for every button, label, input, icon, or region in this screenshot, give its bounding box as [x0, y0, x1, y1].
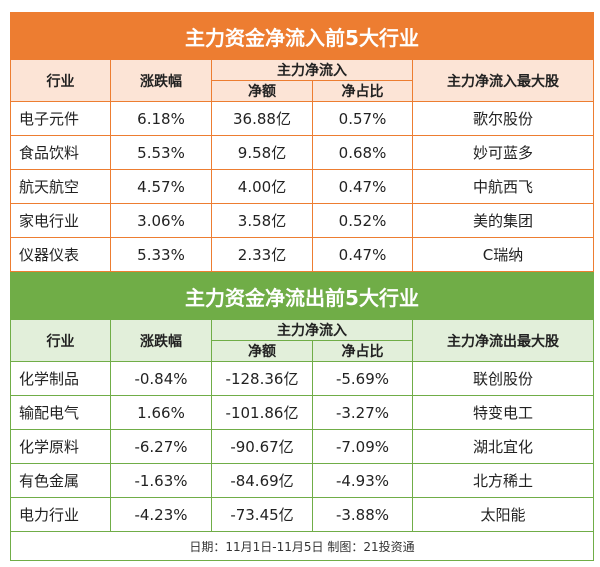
industry-cell: 有色金属: [10, 463, 111, 498]
amount-cell: -101.86亿: [211, 395, 313, 430]
change-cell: -6.27%: [110, 429, 212, 464]
header-industry: 行业: [10, 319, 111, 362]
change-cell: -0.84%: [110, 361, 212, 396]
header-industry: 行业: [10, 59, 111, 102]
header-ratio: 净占比: [312, 80, 413, 102]
inflow-table: 主力资金净流入前5大行业 行业 涨跌幅 主力净流入 主力净流入最大股 净额 净占…: [10, 12, 594, 272]
change-cell: 5.53%: [110, 135, 212, 170]
industry-cell: 家电行业: [10, 203, 111, 238]
outflow-title: 主力资金净流出前5大行业: [10, 272, 594, 320]
industry-cell: 电力行业: [10, 497, 111, 532]
header-group: 主力净流入: [211, 59, 413, 81]
table-row: 仪器仪表 5.33% 2.33亿 0.47% C瑞纳: [10, 237, 594, 272]
header-group: 主力净流入: [211, 319, 413, 341]
table-row: 电力行业 -4.23% -73.45亿 -3.88% 太阳能: [10, 497, 594, 532]
amount-cell: -90.67亿: [211, 429, 313, 464]
ratio-cell: -4.93%: [312, 463, 413, 498]
amount-cell: 36.88亿: [211, 101, 313, 136]
inflow-title: 主力资金净流入前5大行业: [10, 12, 594, 60]
industry-cell: 食品饮料: [10, 135, 111, 170]
amount-cell: -84.69亿: [211, 463, 313, 498]
header-amount: 净额: [211, 340, 313, 362]
ratio-cell: 0.52%: [312, 203, 413, 238]
ratio-cell: 0.47%: [312, 169, 413, 204]
top-stock-cell: 中航西飞: [412, 169, 594, 204]
amount-cell: 4.00亿: [211, 169, 313, 204]
change-cell: 4.57%: [110, 169, 212, 204]
footer-note: 日期：11月1日-11月5日 制图：21投资通: [10, 531, 594, 561]
header-top-stock: 主力净流出最大股: [412, 319, 594, 362]
top-stock-cell: 北方稀土: [412, 463, 594, 498]
table-row: 有色金属 -1.63% -84.69亿 -4.93% 北方稀土: [10, 463, 594, 498]
header-top-stock: 主力净流入最大股: [412, 59, 594, 102]
change-cell: 3.06%: [110, 203, 212, 238]
header-change: 涨跌幅: [110, 59, 212, 102]
top-stock-cell: 太阳能: [412, 497, 594, 532]
amount-cell: 2.33亿: [211, 237, 313, 272]
change-cell: 6.18%: [110, 101, 212, 136]
top-stock-cell: 联创股份: [412, 361, 594, 396]
change-cell: -1.63%: [110, 463, 212, 498]
top-stock-cell: 美的集团: [412, 203, 594, 238]
industry-cell: 仪器仪表: [10, 237, 111, 272]
table-row: 食品饮料 5.53% 9.58亿 0.68% 妙可蓝多: [10, 135, 594, 170]
table-row: 化学原料 -6.27% -90.67亿 -7.09% 湖北宜化: [10, 429, 594, 464]
top-stock-cell: 歌尔股份: [412, 101, 594, 136]
header-change: 涨跌幅: [110, 319, 212, 362]
table-row: 化学制品 -0.84% -128.36亿 -5.69% 联创股份: [10, 361, 594, 396]
header-amount: 净额: [211, 80, 313, 102]
fund-flow-tables: 主力资金净流入前5大行业 行业 涨跌幅 主力净流入 主力净流入最大股 净额 净占…: [10, 12, 594, 561]
ratio-cell: 0.68%: [312, 135, 413, 170]
ratio-cell: -7.09%: [312, 429, 413, 464]
industry-cell: 航天航空: [10, 169, 111, 204]
table-row: 航天航空 4.57% 4.00亿 0.47% 中航西飞: [10, 169, 594, 204]
top-stock-cell: 湖北宜化: [412, 429, 594, 464]
amount-cell: 3.58亿: [211, 203, 313, 238]
table-row: 电子元件 6.18% 36.88亿 0.57% 歌尔股份: [10, 101, 594, 136]
change-cell: 1.66%: [110, 395, 212, 430]
industry-cell: 化学原料: [10, 429, 111, 464]
ratio-cell: 0.57%: [312, 101, 413, 136]
table-row: 家电行业 3.06% 3.58亿 0.52% 美的集团: [10, 203, 594, 238]
outflow-table: 主力资金净流出前5大行业 行业 涨跌幅 主力净流入 主力净流出最大股 净额 净占…: [10, 272, 594, 561]
industry-cell: 输配电气: [10, 395, 111, 430]
change-cell: 5.33%: [110, 237, 212, 272]
top-stock-cell: 妙可蓝多: [412, 135, 594, 170]
industry-cell: 化学制品: [10, 361, 111, 396]
ratio-cell: -3.88%: [312, 497, 413, 532]
ratio-cell: -5.69%: [312, 361, 413, 396]
header-ratio: 净占比: [312, 340, 413, 362]
table-row: 输配电气 1.66% -101.86亿 -3.27% 特变电工: [10, 395, 594, 430]
top-stock-cell: 特变电工: [412, 395, 594, 430]
amount-cell: 9.58亿: [211, 135, 313, 170]
ratio-cell: -3.27%: [312, 395, 413, 430]
top-stock-cell: C瑞纳: [412, 237, 594, 272]
ratio-cell: 0.47%: [312, 237, 413, 272]
industry-cell: 电子元件: [10, 101, 111, 136]
amount-cell: -128.36亿: [211, 361, 313, 396]
change-cell: -4.23%: [110, 497, 212, 532]
amount-cell: -73.45亿: [211, 497, 313, 532]
